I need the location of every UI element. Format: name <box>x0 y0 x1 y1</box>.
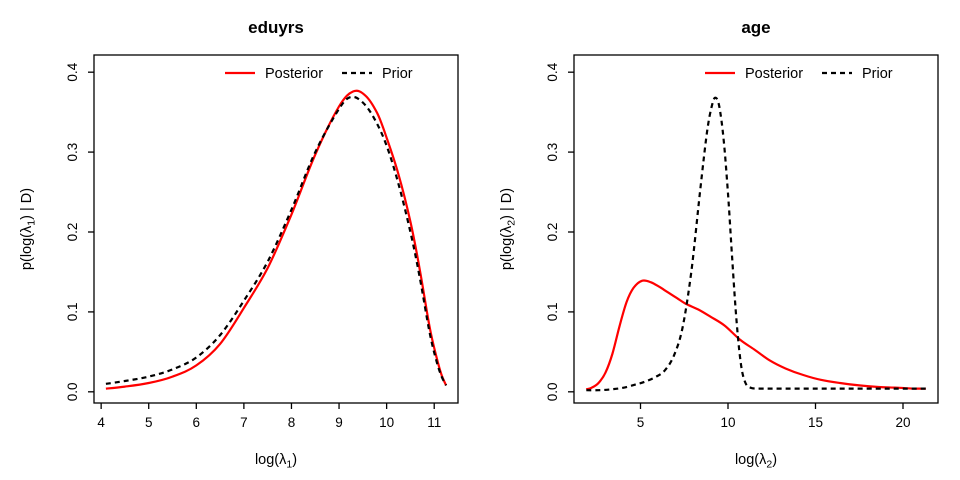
y-tick-label: 0.3 <box>65 143 80 162</box>
panel-age: age 5 10 15 20 0.0 0.1 0.2 0.3 0.4 log(λ2) p(log(λ2… <box>480 0 960 480</box>
plot-box <box>93 54 459 404</box>
y-tick-label: 0.2 <box>545 223 560 242</box>
x-tick-label: 11 <box>427 415 441 430</box>
x-tick-label: 5 <box>145 415 153 430</box>
x-axis-label: log(λ1) <box>255 452 297 471</box>
y-tick-label: 0.0 <box>65 382 80 401</box>
x-tick-label: 5 <box>637 415 645 430</box>
y-tick-label: 0.0 <box>545 382 560 401</box>
y-tick-label: 0.4 <box>65 62 80 81</box>
legend-posterior-label: Posterior <box>265 66 323 82</box>
posterior-curve <box>105 89 448 390</box>
y-axis-label: p(log(λ1) | D) <box>19 188 38 270</box>
y-tick-label: 0.4 <box>545 62 560 81</box>
legend-posterior-label: Posterior <box>745 66 803 82</box>
legend: Posterior Prior <box>705 66 893 82</box>
posterior-curve <box>585 279 926 391</box>
legend: Posterior Prior <box>225 66 413 82</box>
legend-prior-label: Prior <box>862 66 893 82</box>
prior-curve <box>586 96 926 392</box>
x-tick-label: 7 <box>240 415 248 430</box>
x-tick-label: 8 <box>288 415 296 430</box>
y-axis-label: p(log(λ2) | D) <box>499 188 518 270</box>
plot-eduyrs: eduyrs 4 5 6 7 8 9 10 11 0.0 0.1 0.2 0.3 0.4 log(λ1) p(… <box>19 18 459 471</box>
x-tick-label: 6 <box>193 415 201 430</box>
prior-curve <box>105 95 448 386</box>
x-axis-label: log(λ2) <box>735 452 777 471</box>
x-tick-label: 20 <box>895 415 910 430</box>
y-tick-label: 0.3 <box>545 143 560 162</box>
plot-title: eduyrs <box>248 18 304 37</box>
y-tick-label: 0.2 <box>65 223 80 242</box>
x-tick-label: 10 <box>379 415 394 430</box>
x-tick-label: 15 <box>808 415 823 430</box>
legend-prior-label: Prior <box>382 66 413 82</box>
y-tick-label: 0.1 <box>545 303 560 322</box>
x-tick-label: 9 <box>335 415 343 430</box>
plot-box <box>573 54 939 404</box>
panel-eduyrs: eduyrs 4 5 6 7 8 9 10 11 0.0 0.1 0.2 0.3 0.4 log(λ1) p(… <box>19 18 459 471</box>
y-tick-label: 0.1 <box>65 303 80 322</box>
plot-age: age 5 10 15 20 0.0 0.1 0.2 0.3 0.4 log(λ2) p(log(λ2… <box>499 18 939 471</box>
plot-title: age <box>741 18 770 37</box>
x-tick-label: 4 <box>97 415 105 430</box>
x-tick-label: 10 <box>720 415 735 430</box>
